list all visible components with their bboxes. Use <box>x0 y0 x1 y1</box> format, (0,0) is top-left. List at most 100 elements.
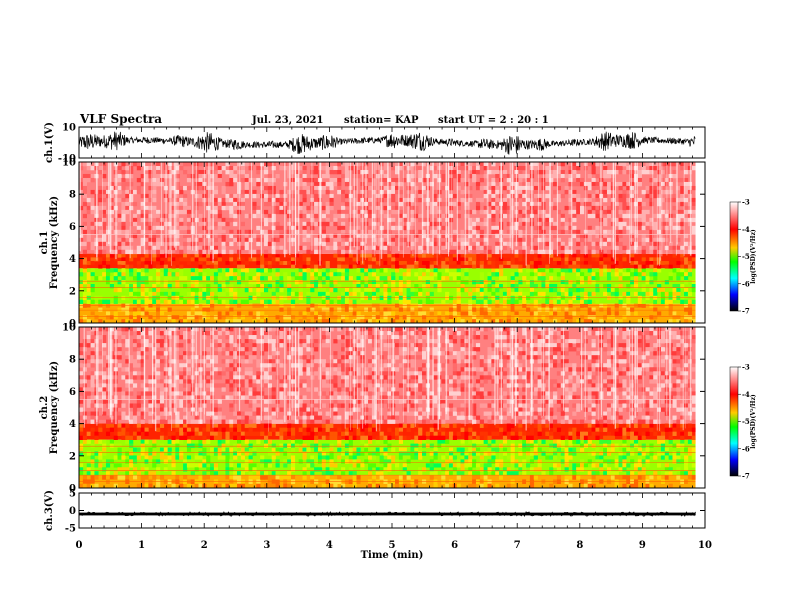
spectrogram-pixel <box>294 291 299 297</box>
spectrogram-pixel <box>167 257 172 262</box>
spectrogram-pixel <box>684 209 689 215</box>
spectrogram-pixel <box>429 276 434 281</box>
spectrogram-pixel <box>622 257 627 262</box>
spectrogram-pixel <box>687 315 693 320</box>
spectrogram-pixel <box>325 471 330 476</box>
spectrogram-pixel <box>159 173 165 179</box>
spectrogram-pixel <box>514 253 519 258</box>
spectrogram-pixel <box>275 471 280 476</box>
spectrogram-pixel <box>572 257 577 262</box>
spectrogram-pixel <box>248 237 253 243</box>
spectrogram-pixel <box>691 213 696 219</box>
spectrogram-pixel <box>344 475 350 480</box>
spectrogram-pixel <box>314 443 319 448</box>
spectrogram-pixel <box>213 173 219 179</box>
spectrogram-pixel <box>202 447 207 452</box>
spectrogram-pixel <box>448 268 454 273</box>
spectrogram-pixel <box>468 173 473 179</box>
spectrogram-pixel <box>576 467 581 472</box>
spectrogram-pixel <box>267 276 272 281</box>
spectrogram-pixel <box>271 295 276 301</box>
spectrogram-pixel <box>502 447 508 452</box>
spectrogram-pixel <box>156 225 161 231</box>
spectrogram-pixel <box>263 319 269 324</box>
spectrogram-pixel <box>460 241 465 247</box>
spectrogram-pixel <box>229 475 234 480</box>
spectrogram-pixel <box>684 197 689 203</box>
spectrogram-pixel <box>210 291 215 297</box>
spectrogram-pixel <box>186 205 192 211</box>
spectrogram-pixel <box>371 291 377 297</box>
spectrogram-pixel <box>129 459 134 464</box>
spectrogram-pixel <box>391 177 396 183</box>
spectrogram-pixel <box>121 221 126 227</box>
spectrogram-pixel <box>456 299 461 304</box>
spectrogram-pixel <box>86 483 91 489</box>
spectrogram-pixel <box>217 205 222 211</box>
spectrogram-pixel <box>206 201 211 207</box>
spectrogram-pixel <box>676 295 681 301</box>
spectrogram-pixel <box>622 201 627 207</box>
spectrogram-pixel <box>572 197 577 203</box>
spectrogram-pixel <box>583 253 589 258</box>
spectrogram-pixel <box>267 463 272 468</box>
spectrogram-pixel <box>240 471 246 476</box>
y-tick-label: 10 <box>62 158 76 169</box>
spectrogram-pixel <box>125 319 130 324</box>
spectrogram-pixel <box>237 475 242 480</box>
spectrogram-pixel <box>522 257 527 262</box>
spectrogram-pixel <box>233 451 238 456</box>
spectrogram-pixel <box>213 280 219 285</box>
spectrogram-pixel <box>579 467 585 472</box>
spectrogram-pixel <box>156 280 161 285</box>
spectrogram-pixel <box>572 229 577 235</box>
spectrogram-pixel <box>603 471 608 476</box>
spectrogram-pixel <box>210 471 215 476</box>
spectrogram-pixel <box>553 257 558 262</box>
spectrogram-pixel <box>541 249 546 255</box>
spectrogram-pixel <box>529 483 535 489</box>
spectrogram-pixel <box>298 272 303 277</box>
spectrogram-pixel <box>657 197 662 203</box>
spectrogram-pixel <box>159 241 165 247</box>
spectrogram-pixel <box>144 455 149 460</box>
spectrogram-pixel <box>391 185 396 191</box>
spectrogram-pixel <box>556 315 562 320</box>
spectrogram-pixel <box>606 315 612 320</box>
spectrogram-pixel <box>175 315 180 320</box>
spectrogram-pixel <box>495 249 500 255</box>
spectrogram-pixel <box>549 447 554 452</box>
spectrogram-pixel <box>256 241 261 247</box>
spectrogram-pixel <box>206 249 211 255</box>
spectrogram-pixel <box>341 268 346 273</box>
spectrogram-pixel <box>456 185 461 191</box>
spectrogram-pixel <box>398 225 404 231</box>
spectrogram-pixel <box>518 213 523 219</box>
spectrogram-pixel <box>568 315 573 320</box>
spectrogram-pixel <box>495 459 500 464</box>
spectrogram-pixel <box>537 237 542 243</box>
spectrogram-pixel <box>514 272 519 277</box>
spectrogram-pixel <box>329 193 334 199</box>
spectrogram-pixel <box>82 268 88 273</box>
spectrogram-pixel <box>487 253 492 258</box>
spectrogram-pixel <box>90 303 95 308</box>
spectrogram-pixel <box>472 315 477 320</box>
spectrogram-pixel <box>294 303 299 308</box>
spectrogram-pixel <box>672 213 677 219</box>
spectrogram-pixel <box>117 237 122 243</box>
spectrogram-pixel <box>206 233 211 239</box>
spectrogram-pixel <box>267 217 272 223</box>
spectrogram-pixel <box>371 455 377 460</box>
spectrogram-pixel <box>448 303 454 308</box>
spectrogram-pixel <box>568 307 573 312</box>
spectrogram-pixel <box>418 439 423 444</box>
spectrogram-pixel <box>475 162 481 167</box>
spectrogram-pixel <box>630 233 635 239</box>
spectrogram-pixel <box>252 451 257 456</box>
spectrogram-pixel <box>626 463 631 468</box>
spectrogram-pixel <box>329 299 334 304</box>
spectrogram-pixel <box>410 241 415 247</box>
spectrogram-pixel <box>244 447 249 452</box>
spectrogram-pixel <box>341 225 346 231</box>
